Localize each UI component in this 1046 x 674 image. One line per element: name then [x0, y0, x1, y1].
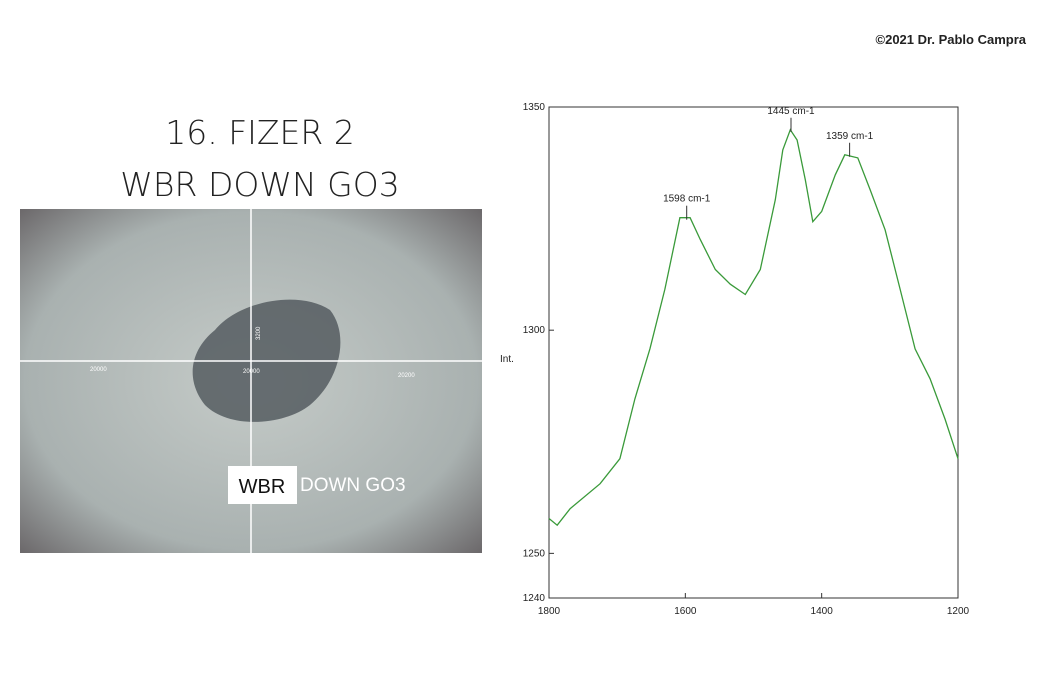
spectrum-line	[548, 128, 959, 527]
image-label: WBR	[239, 476, 286, 498]
plot-frame	[548, 106, 959, 599]
y-tick-label: 1350	[523, 102, 546, 113]
x-tick-label: 1200	[947, 606, 970, 617]
x-tick-label: 1600	[674, 606, 697, 617]
scale-label: 3200	[256, 326, 262, 340]
copyright: ©2021 Dr. Pablo Campra	[876, 32, 1027, 47]
slide-title: 16. FIZER 2	[165, 113, 355, 152]
x-tick-label: 1400	[811, 606, 834, 617]
y-tick-label: 1250	[523, 548, 546, 559]
scale-label: 20200	[398, 373, 415, 379]
microscope-image: 20000 3200 20000 20200 WBR DOWN GO3	[20, 209, 482, 553]
scale-label: 20000	[90, 367, 107, 373]
image-label: DOWN GO3	[300, 475, 406, 496]
y-axis-label: Int.	[500, 354, 514, 365]
peak-label: 1359 cm-1	[826, 131, 874, 142]
x-tick-label: 1800	[538, 606, 561, 617]
x-axis-label: Raman Shift [cm-1]	[711, 620, 797, 631]
peak-label: 1445 cm-1	[767, 106, 815, 117]
scale-label: 20000	[243, 369, 260, 375]
peak-label: 1598 cm-1	[663, 194, 711, 205]
spectrum-chart: 1240 1250 1300 1350 1800 1600 1400 1200 Raman Sh…	[500, 102, 970, 631]
y-tick-label: 1240	[523, 593, 546, 604]
y-tick-label: 1300	[523, 325, 546, 336]
slide-title: WBR DOWN GO3	[120, 165, 399, 204]
